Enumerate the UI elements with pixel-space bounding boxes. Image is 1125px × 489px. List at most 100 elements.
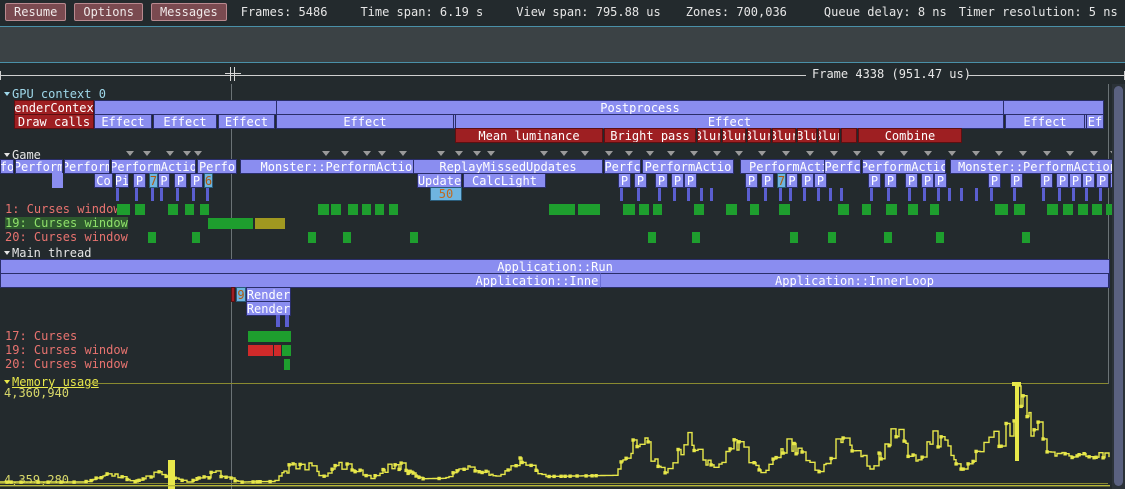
message-marker-icon[interactable] bbox=[473, 151, 481, 156]
zone[interactable]: Draw calls bbox=[14, 114, 94, 129]
lock-bar[interactable] bbox=[348, 204, 358, 215]
zone[interactable]: 7 bbox=[149, 173, 158, 188]
frame-ruler[interactable]: Frame 4338 (951.47 us) bbox=[0, 65, 1125, 85]
lock-bar[interactable] bbox=[838, 204, 849, 215]
lock-bar[interactable] bbox=[185, 204, 194, 215]
message-marker-icon[interactable] bbox=[830, 151, 838, 156]
frame-strip[interactable] bbox=[0, 26, 1125, 63]
message-marker-icon[interactable] bbox=[322, 151, 330, 156]
message-marker-icon[interactable] bbox=[900, 151, 908, 156]
zone[interactable]: P bbox=[786, 173, 798, 188]
zone[interactable]: Effect bbox=[276, 114, 454, 129]
lock-bar[interactable] bbox=[375, 204, 384, 215]
lock-bar[interactable] bbox=[750, 204, 759, 215]
message-marker-icon[interactable] bbox=[853, 151, 861, 156]
context-switch-tick[interactable] bbox=[658, 188, 661, 201]
lock-bar[interactable] bbox=[362, 204, 371, 215]
lock-bar[interactable] bbox=[886, 204, 897, 215]
message-marker-icon[interactable] bbox=[455, 151, 463, 156]
zone[interactable]: P bbox=[684, 173, 697, 188]
zone[interactable]: 6 bbox=[204, 173, 213, 188]
context-switch-tick[interactable] bbox=[1085, 188, 1088, 201]
message-marker-icon[interactable] bbox=[972, 151, 980, 156]
context-switch-tick[interactable] bbox=[620, 188, 623, 201]
message-marker-icon[interactable] bbox=[806, 151, 814, 156]
zone[interactable]: Co bbox=[94, 173, 113, 188]
message-marker-icon[interactable] bbox=[924, 151, 932, 156]
zone[interactable]: Effect bbox=[455, 114, 1004, 129]
zone[interactable] bbox=[841, 128, 857, 143]
zone[interactable]: P bbox=[133, 173, 146, 188]
lock-bar[interactable] bbox=[410, 232, 418, 243]
context-switch-tick[interactable] bbox=[764, 188, 767, 201]
message-marker-icon[interactable] bbox=[487, 151, 495, 156]
lock-bar[interactable] bbox=[1078, 204, 1088, 215]
lock-bar[interactable] bbox=[389, 204, 398, 215]
zone[interactable]: Blur bbox=[697, 128, 721, 143]
zone[interactable]: P bbox=[921, 173, 934, 188]
message-marker-icon[interactable] bbox=[1019, 151, 1027, 156]
zone[interactable]: P bbox=[801, 173, 814, 188]
lock-bar[interactable] bbox=[790, 232, 798, 243]
message-marker-icon[interactable] bbox=[690, 151, 698, 156]
zone[interactable]: P bbox=[868, 173, 881, 188]
zone[interactable]: P bbox=[1040, 173, 1053, 188]
context-switch-tick[interactable] bbox=[1013, 188, 1016, 201]
zone[interactable]: P bbox=[634, 173, 647, 188]
message-marker-icon[interactable] bbox=[646, 151, 654, 156]
messages-button[interactable]: Messages bbox=[150, 3, 227, 21]
context-switch-tick[interactable] bbox=[923, 188, 926, 201]
lock-bar[interactable] bbox=[248, 345, 273, 356]
context-switch-tick[interactable] bbox=[1058, 188, 1061, 201]
context-switch-tick[interactable] bbox=[285, 315, 289, 327]
message-marker-icon[interactable] bbox=[437, 151, 445, 156]
zone[interactable]: Perfo bbox=[197, 159, 237, 174]
zone[interactable]: Effect bbox=[94, 114, 152, 129]
lock-row-19[interactable]: 19: Curses window bbox=[5, 217, 128, 229]
zone[interactable]: P bbox=[745, 173, 758, 188]
lock-bar[interactable] bbox=[192, 232, 200, 243]
zone[interactable]: fo bbox=[0, 159, 14, 174]
context-switch-tick[interactable] bbox=[1042, 188, 1045, 201]
main-lock-row-17[interactable]: 17: Curses bbox=[5, 330, 77, 342]
message-marker-icon[interactable] bbox=[540, 151, 548, 156]
lock-bar[interactable] bbox=[135, 204, 145, 215]
lock-bar[interactable] bbox=[343, 232, 351, 243]
message-marker-icon[interactable] bbox=[782, 151, 790, 156]
message-marker-icon[interactable] bbox=[667, 151, 675, 156]
context-switch-tick[interactable] bbox=[870, 188, 873, 201]
zone[interactable]: RenderContext bbox=[14, 100, 94, 115]
lock-bar[interactable] bbox=[1047, 204, 1058, 215]
lock-bar[interactable] bbox=[117, 204, 130, 215]
context-switch-tick[interactable] bbox=[817, 188, 820, 201]
zone[interactable] bbox=[52, 173, 63, 188]
zone[interactable]: Perform bbox=[15, 159, 63, 174]
zone[interactable]: Perform bbox=[64, 159, 110, 174]
context-switch-tick[interactable] bbox=[937, 188, 940, 201]
zone[interactable]: P bbox=[905, 173, 918, 188]
resume-button[interactable]: Resume bbox=[5, 3, 67, 21]
context-switch-tick[interactable] bbox=[908, 188, 911, 201]
context-switch-tick[interactable] bbox=[276, 315, 280, 327]
context-switch-tick[interactable] bbox=[840, 188, 843, 201]
lock-bar[interactable] bbox=[884, 232, 892, 243]
lock-bar[interactable] bbox=[995, 204, 1008, 215]
zone[interactable]: Perfc bbox=[824, 159, 861, 174]
lock-bar[interactable] bbox=[148, 232, 156, 243]
main-lock-row-19[interactable]: 19: Curses window bbox=[5, 344, 128, 356]
zone[interactable]: 50 bbox=[430, 187, 462, 201]
message-marker-icon[interactable] bbox=[560, 151, 568, 156]
zone[interactable]: ReplayMissedUpdates bbox=[413, 159, 603, 174]
zone[interactable]: 7 bbox=[777, 173, 786, 188]
lock-bar[interactable] bbox=[284, 359, 290, 370]
lock-bar[interactable] bbox=[1022, 232, 1030, 243]
zone[interactable]: PerformActio bbox=[642, 159, 734, 174]
lock-row-20[interactable]: 20: Curses window bbox=[5, 231, 128, 243]
zone[interactable]: P bbox=[618, 173, 631, 188]
context-switch-tick[interactable] bbox=[160, 188, 163, 201]
lock-bar[interactable] bbox=[1106, 204, 1116, 215]
zone[interactable]: Render bbox=[246, 301, 291, 316]
lock-bar[interactable] bbox=[208, 218, 253, 229]
context-switch-tick[interactable] bbox=[700, 188, 703, 201]
main-lock-row-20[interactable]: 20: Curses window bbox=[5, 358, 128, 370]
